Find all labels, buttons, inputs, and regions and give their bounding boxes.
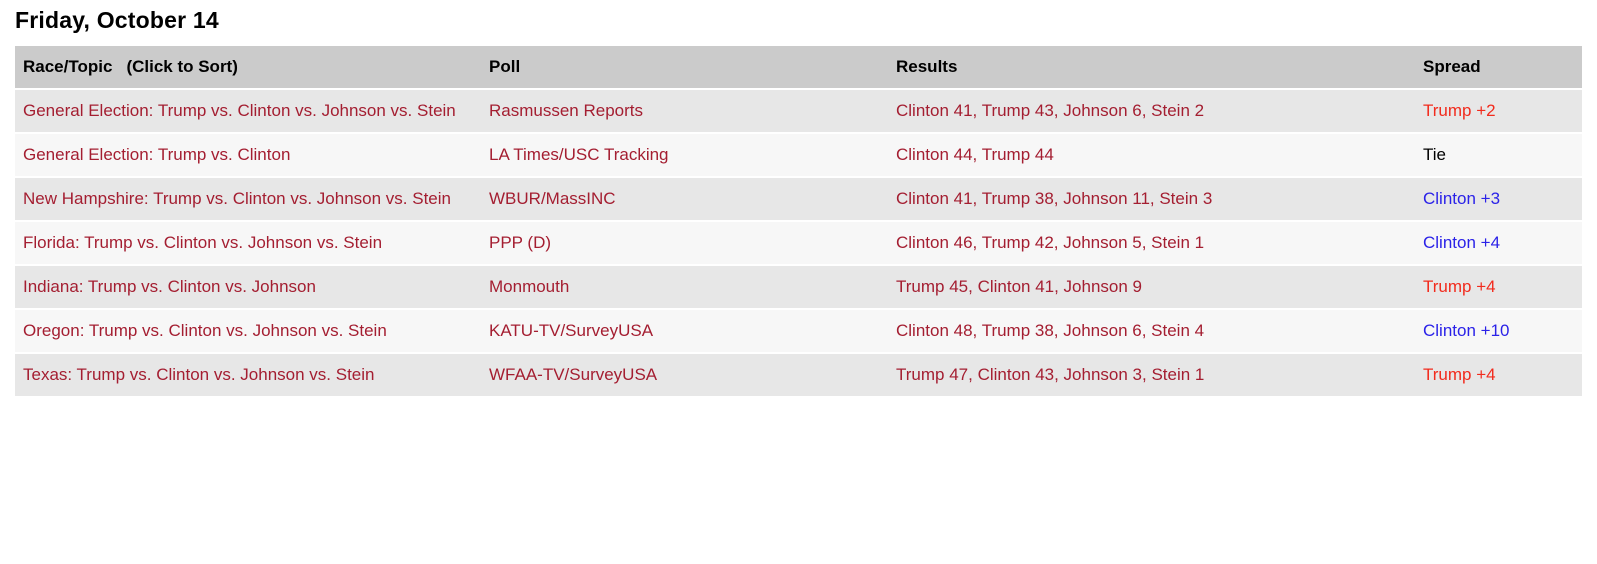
- table-row: New Hampshire: Trump vs. Clinton vs. Joh…: [15, 177, 1582, 222]
- race-link[interactable]: Indiana: Trump vs. Clinton vs. Johnson: [23, 277, 316, 296]
- poll-link[interactable]: PPP (D): [489, 233, 552, 252]
- poll-link[interactable]: WBUR/MassINC: [489, 189, 616, 208]
- race-link[interactable]: Oregon: Trump vs. Clinton vs. Johnson vs…: [23, 321, 387, 340]
- poll-link[interactable]: Rasmussen Reports: [489, 101, 644, 120]
- page-title: Friday, October 14: [15, 7, 219, 33]
- header-race-topic-label: Race/Topic: [23, 57, 113, 76]
- spread-value: Trump +4: [1423, 365, 1496, 384]
- race-link[interactable]: Texas: Trump vs. Clinton vs. Johnson vs.…: [23, 365, 375, 384]
- spread-value: Trump +4: [1423, 277, 1496, 296]
- poll-link[interactable]: WFAA-TV/SurveyUSA: [489, 365, 658, 384]
- race-link[interactable]: Florida: Trump vs. Clinton vs. Johnson v…: [23, 233, 383, 252]
- race-link[interactable]: New Hampshire: Trump vs. Clinton vs. Joh…: [23, 189, 451, 208]
- table-row: Texas: Trump vs. Clinton vs. Johnson vs.…: [15, 353, 1582, 398]
- polls-page: Friday, October 14 Race/Topic (Click to S…: [15, 7, 1582, 398]
- table-header-row: Race/Topic (Click to Sort) Poll Results S…: [15, 46, 1582, 90]
- spread-value: Tie: [1423, 145, 1446, 164]
- results-link[interactable]: Trump 47, Clinton 43, Johnson 3, Stein 1: [896, 365, 1205, 384]
- results-link[interactable]: Trump 45, Clinton 41, Johnson 9: [896, 277, 1143, 296]
- spread-value: Trump +2: [1423, 101, 1496, 120]
- results-link[interactable]: Clinton 41, Trump 43, Johnson 6, Stein 2: [896, 101, 1205, 120]
- poll-link[interactable]: KATU-TV/SurveyUSA: [489, 321, 654, 340]
- header-click-to-sort-label: (Click to Sort): [126, 57, 238, 76]
- poll-link[interactable]: LA Times/USC Tracking: [489, 145, 669, 164]
- poll-link[interactable]: Monmouth: [489, 277, 570, 296]
- polls-table: Race/Topic (Click to Sort) Poll Results S…: [15, 46, 1582, 398]
- table-row: Indiana: Trump vs. Clinton vs. Johnson M…: [15, 265, 1582, 310]
- race-link[interactable]: General Election: Trump vs. Clinton: [23, 145, 291, 164]
- header-poll[interactable]: Poll: [481, 46, 888, 90]
- spread-value: Clinton +10: [1423, 321, 1510, 340]
- results-link[interactable]: Clinton 44, Trump 44: [896, 145, 1054, 164]
- results-link[interactable]: Clinton 46, Trump 42, Johnson 5, Stein 1: [896, 233, 1205, 252]
- results-link[interactable]: Clinton 48, Trump 38, Johnson 6, Stein 4: [896, 321, 1205, 340]
- results-link[interactable]: Clinton 41, Trump 38, Johnson 11, Stein …: [896, 189, 1213, 208]
- header-race-topic-sort[interactable]: Race/Topic (Click to Sort): [15, 46, 481, 90]
- header-spread[interactable]: Spread: [1415, 46, 1582, 90]
- table-row: General Election: Trump vs. Clinton LA T…: [15, 133, 1582, 178]
- table-row: Florida: Trump vs. Clinton vs. Johnson v…: [15, 221, 1582, 266]
- table-row: General Election: Trump vs. Clinton vs. …: [15, 89, 1582, 134]
- spread-value: Clinton +4: [1423, 233, 1501, 252]
- header-results[interactable]: Results: [888, 46, 1415, 90]
- table-row: Oregon: Trump vs. Clinton vs. Johnson vs…: [15, 309, 1582, 354]
- race-link[interactable]: General Election: Trump vs. Clinton vs. …: [23, 101, 456, 120]
- spread-value: Clinton +3: [1423, 189, 1501, 208]
